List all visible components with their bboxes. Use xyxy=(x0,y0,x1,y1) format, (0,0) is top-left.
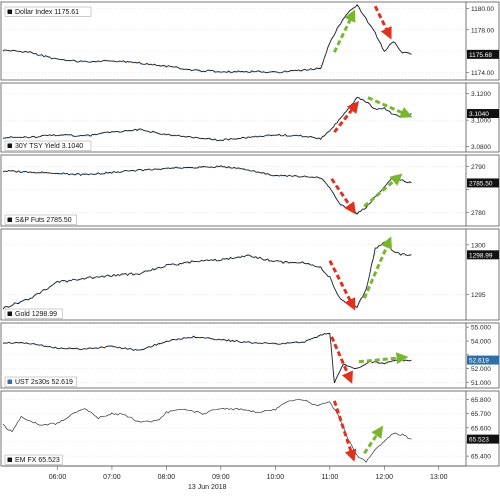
panel-frame xyxy=(0,1,500,81)
y-tick-label: 65.400 xyxy=(471,454,491,461)
last-value-box xyxy=(467,109,499,119)
last-value-box xyxy=(467,250,499,260)
series-legend-swatch xyxy=(7,217,12,222)
panel-em-fx: 65.400 65.600 65.700 65.800 65.523 EM FX 65.5… xyxy=(0,390,500,467)
red-arrow xyxy=(328,259,356,311)
x-tick-label: 09:00 xyxy=(212,474,230,481)
y-tick-label: 1180.00 xyxy=(471,6,494,13)
green-arrow xyxy=(333,9,356,53)
red-arrow xyxy=(330,177,356,215)
series-line xyxy=(2,96,412,142)
panel-gold: 1295 1300 1298.99 Gold 1298.99 xyxy=(0,228,500,321)
y-tick-label: 1300 xyxy=(471,242,486,249)
x-tick-label: 10:00 xyxy=(267,474,285,481)
y-tick-label: 54.000 xyxy=(471,338,491,345)
series-label: Gold 1298.99 xyxy=(4,308,63,319)
panel-30y-tsy-yield: 3.0800 3.1000 3.1200 3.1040 30Y TSY Yield 3.… xyxy=(0,82,500,153)
series-label-text: 30Y TSY Yield 3.1040 xyxy=(15,143,83,150)
last-value-label: 2785.50 xyxy=(469,180,493,187)
series-label-text: S&P Futs 2785.50 xyxy=(15,217,72,224)
last-value-label: 52.619 xyxy=(469,358,489,365)
last-value-label: 3.1040 xyxy=(469,111,489,118)
last-value-box xyxy=(467,49,499,59)
series-legend-swatch xyxy=(7,9,12,14)
last-value-label: 1298.99 xyxy=(469,252,493,259)
series-label-text: EM FX 65.523 xyxy=(15,457,60,464)
green-arrow xyxy=(363,173,403,208)
series-line xyxy=(2,332,412,384)
red-arrow xyxy=(332,400,357,462)
panel-s-p-futs: 2780 2790 2785.50 S&P Futs 2785.50 xyxy=(0,154,500,227)
series-label: UST 2s30s 52.619 xyxy=(4,376,77,387)
series-legend-swatch xyxy=(7,457,12,462)
green-arrow xyxy=(362,236,392,299)
panel-ust-2s30s: 51.000 52.000 54.000 55.000 52.619 UST 2s30s … xyxy=(0,322,500,389)
y-tick-label: 1174.00 xyxy=(471,70,494,77)
green-arrow xyxy=(363,425,384,455)
series-points xyxy=(2,242,412,310)
x-tick-label: 06:00 xyxy=(49,474,67,481)
y-tick-label: 3.1000 xyxy=(471,118,491,125)
last-value-box xyxy=(467,434,499,444)
y-tick-label: 52.000 xyxy=(471,366,491,373)
series-legend-swatch xyxy=(7,143,12,148)
panel-frame xyxy=(0,228,500,321)
series-points xyxy=(2,5,412,74)
green-arrow xyxy=(358,352,409,365)
y-tick-label: 55.000 xyxy=(471,325,491,332)
x-tick-label: 11:00 xyxy=(321,474,338,481)
series-label: EM FX 65.523 xyxy=(4,454,63,465)
y-tick-label: 3.1200 xyxy=(471,91,491,98)
x-tick-label: 12:00 xyxy=(376,474,394,481)
x-tick-label: 07:00 xyxy=(103,474,121,481)
series-label: Dollar Index 1175.61 xyxy=(4,6,92,17)
x-tick-label: 08:00 xyxy=(158,474,176,481)
series-label-box xyxy=(4,214,77,225)
panel-dollar-index: 1174.00 1178.00 1180.00 1175.68 Dollar Index… xyxy=(0,1,500,81)
series-label-box xyxy=(4,308,63,319)
series-label-box xyxy=(4,376,77,387)
last-value-box xyxy=(467,355,499,365)
series-label-box xyxy=(4,140,92,151)
y-tick-label: 2780 xyxy=(471,210,486,217)
red-arrow xyxy=(333,100,359,134)
series-label-text: Dollar Index 1175.61 xyxy=(15,9,79,16)
y-tick-label: 3.0800 xyxy=(471,144,491,151)
series-points xyxy=(2,167,412,215)
x-tick-label: 13:00 xyxy=(430,474,448,481)
y-tick-label: 51.000 xyxy=(471,380,491,387)
panel-frame xyxy=(0,390,500,467)
red-arrow xyxy=(373,5,392,40)
series-label-text: UST 2s30s 52.619 xyxy=(15,379,73,386)
series-line xyxy=(2,398,412,463)
series-label-text: Gold 1298.99 xyxy=(15,311,57,318)
green-arrow xyxy=(367,96,413,118)
last-value-box xyxy=(467,178,499,188)
y-tick-label: 2790 xyxy=(471,164,486,171)
last-value-label: 1175.68 xyxy=(469,52,492,59)
panel-frame xyxy=(0,322,500,389)
series-label: 30Y TSY Yield 3.1040 xyxy=(4,140,92,151)
series-label-box xyxy=(4,6,92,17)
last-value-label: 65.523 xyxy=(469,437,489,444)
red-arrow xyxy=(330,336,353,384)
y-tick-label: 1295 xyxy=(471,292,486,299)
series-legend-swatch xyxy=(7,379,12,384)
y-tick-label: 65.600 xyxy=(471,425,491,432)
x-date-label: 13 Jun 2018 xyxy=(188,484,227,491)
series-points xyxy=(2,97,412,142)
panel-frame xyxy=(0,154,500,227)
series-legend-swatch xyxy=(7,311,12,316)
series-label-box xyxy=(4,454,63,465)
series-label: S&P Futs 2785.50 xyxy=(4,214,77,225)
y-tick-label: 1178.00 xyxy=(471,27,494,34)
y-tick-label: 65.800 xyxy=(471,397,491,404)
y-tick-label: 65.700 xyxy=(471,411,491,418)
